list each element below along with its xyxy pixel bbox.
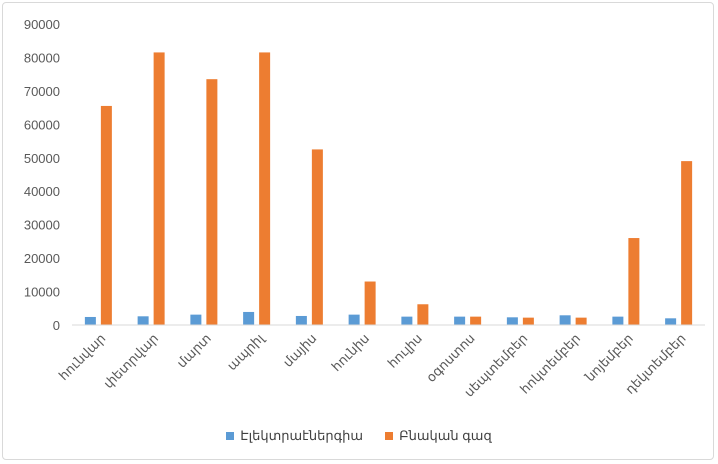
legend: Էլեկտրաէներգիա Բնական գազ [0,428,718,444]
bar-natural-gas [417,304,429,325]
bar-natural-gas [153,52,165,326]
legend-swatch-natural-gas [385,432,394,440]
bar-electricity [559,315,571,325]
bar-natural-gas [100,105,112,325]
bar-electricity [84,316,96,325]
bar-natural-gas [575,317,587,325]
bar-electricity [295,315,307,325]
y-tick-label: 60000 [24,117,60,132]
bar-electricity [243,311,255,325]
y-tick-label: 20000 [24,251,60,266]
bar-natural-gas [364,281,376,325]
y-tick-label: 30000 [24,218,60,233]
y-tick-label: 0 [53,318,60,333]
bar-natural-gas [681,161,693,325]
bar-electricity [137,316,149,325]
bars [84,52,693,326]
x-tick-label: ապրիլ [224,330,267,373]
bar-natural-gas [522,317,534,325]
x-tick-label: հունիս [329,331,373,375]
bar-electricity [612,316,624,325]
legend-item-electricity: Էլեկտրաէներգիա [226,428,363,444]
x-tick-label: հուլիս [385,331,425,371]
legend-item-natural-gas: Բնական գազ [385,428,492,444]
y-tick-label: 50000 [24,151,60,166]
bar-natural-gas [628,238,640,325]
legend-swatch-electricity [226,432,235,440]
bar-natural-gas [311,149,323,325]
legend-label-electricity: Էլեկտրաէներգիա [240,428,364,443]
x-tick-label: մարտ [174,331,214,371]
x-tick-label: փետրվար [100,331,161,392]
bar-natural-gas [470,316,482,325]
bar-electricity [401,316,413,325]
y-tick-label: 80000 [24,50,60,65]
bar-natural-gas [259,52,271,326]
x-tick-label: մայիս [280,331,320,371]
legend-label-natural-gas: Բնական գազ [399,428,492,443]
y-tick-label: 90000 [24,17,60,32]
bar-electricity [454,316,466,325]
bar-electricity [190,314,202,325]
y-tick-label: 40000 [24,184,60,199]
bar-electricity [506,317,518,325]
x-tick-label: հունվար [56,331,109,384]
x-tick-label: օգոստոս [423,331,478,386]
bar-natural-gas [206,79,218,325]
y-tick-label: 70000 [24,84,60,99]
x-tick-label: նոյեմբեր [581,331,636,386]
y-axis: 0 10000 20000 30000 40000 50000 60000 70000 8000… [24,17,60,333]
bar-electricity [665,318,677,325]
chart-frame [2,2,714,460]
y-tick-label: 10000 [24,285,60,300]
bar-electricity [348,314,360,325]
